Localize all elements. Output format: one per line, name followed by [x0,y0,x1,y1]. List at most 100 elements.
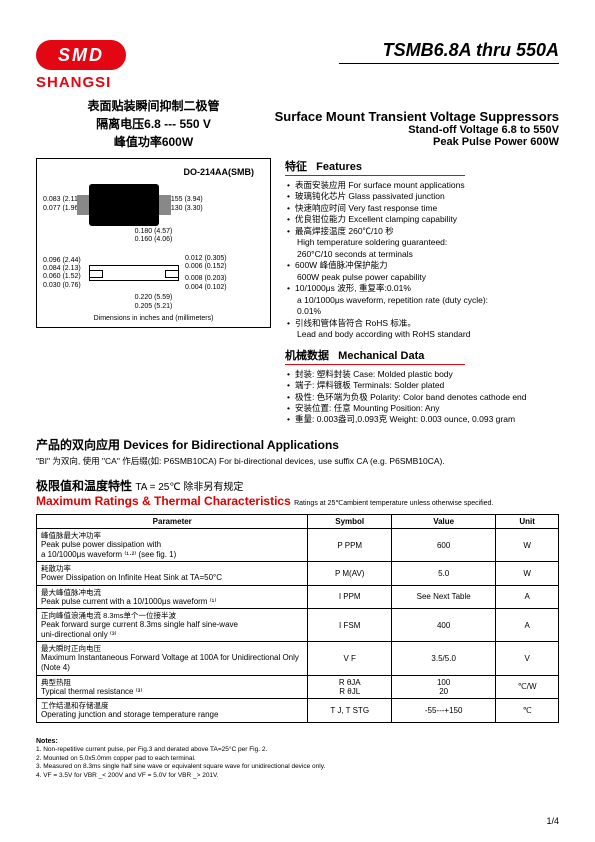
symbol-cell: T J, T STG [308,699,392,723]
param-cell: 典型热阻Typical thermal resistance ⁽³⁾ [37,675,308,699]
feature-item: 快速响应时间 Very fast response time [287,203,559,214]
dim-g1: 0.008 (0.203) [185,275,227,283]
feature-item: 玻璃钝化芯片 Glass passivated junction [287,191,559,202]
package-label: DO-214AA(SMB) [43,167,264,178]
table-row: 耗散功率Power Dissipation on Infinite Heat S… [37,562,559,586]
th-value: Value [391,514,495,528]
param-cell: 最大峰值脉冲电流Peak pulse current with a 10/100… [37,585,308,609]
th-parameter: Parameter [37,514,308,528]
feature-item: a 10/1000μs waveform, repetition rate (d… [287,295,559,306]
value-cell: 400 [391,609,495,642]
dim-c2: 0.160 (4.06) [135,236,173,243]
value-cell: 3.5/5.0 [391,642,495,675]
unit-cell: A [496,585,559,609]
symbol-cell: P PPM [308,528,392,561]
value-cell: 10020 [391,675,495,699]
dim-c1: 0.180 (4.57) [135,228,173,235]
symbol-cell: I PPM [308,585,392,609]
features-list: 表面安装应用 For surface mount applications玻璃钝… [285,180,559,341]
logo: SMD [36,40,126,70]
ratings-heading: 极限值和温度特性 TA = 25℃ 除非另有规定 Maximum Ratings… [36,477,559,508]
features-hd-cn: 特征 [285,161,307,173]
package-diagram: DO-214AA(SMB) 0.083 (2.11) 0.077 (1.96) … [36,158,271,328]
value-cell: -55---+150 [391,699,495,723]
dim-e1: 0.096 (2.44) [43,257,83,265]
note-item: 4. VF = 3.5V for VBR _< 200V and VF = 5.… [36,772,559,780]
feature-item: High temperature soldering guaranteed: [287,237,559,248]
unit-cell: V [496,642,559,675]
note-item: 3. Measured on 8.3ms single half sine wa… [36,763,559,771]
feature-item: 600W 峰值脉冲保护能力 [287,260,559,271]
table-row: 典型热阻Typical thermal resistance ⁽³⁾R θJAR… [37,675,559,699]
param-cell: 工作结温和存储温度Operating junction and storage … [37,699,308,723]
mechanical-item: 重量: 0.003盎司,0.093克 Weight: 0.003 ounce, … [287,414,559,425]
mechanical-item: 端子: 焊料镀板 Terminals: Solder plated [287,380,559,391]
table-row: 峰值脉最大冲功率Peak pulse power dissipation wit… [37,528,559,561]
mech-hd-en: Mechanical Data [338,350,424,362]
bidirectional-section: 产品的双向应用 Devices for Bidirectional Applic… [36,436,559,467]
mechanical-item: 安装位置: 任意 Mounting Position: Any [287,403,559,414]
dim-d1: 0.012 (0.305) [185,255,227,263]
value-cell: See Next Table [391,585,495,609]
table-row: 正向峰值浪涌电流 8.3ms单个一位接半波Peak forward surge … [37,609,559,642]
feature-item: Lead and body according with RoHS standa… [287,329,559,340]
mechanical-item: 极性: 色环端为负极 Polarity: Color band denotes … [287,392,559,403]
table-row: 工作结温和存储温度Operating junction and storage … [37,699,559,723]
unit-cell: ℃ [496,699,559,723]
notes-block: Notes: 1. Non-repetitive current pulse, … [36,737,559,780]
brand-name: SHANGSI [36,74,126,91]
part-number-title: TSMB6.8A thru 550A [339,40,559,64]
notes-label: Notes: [36,738,58,745]
bidir-heading: 产品的双向应用 Devices for Bidirectional Applic… [36,436,559,453]
symbol-cell: P M(AV) [308,562,392,586]
dim-h2: 0.205 (5.21) [135,303,173,310]
feature-item: 260°C/10 seconds at terminals [287,249,559,260]
feature-item: 优良钳位能力 Excellent clamping capability [287,214,559,225]
parameters-table: Parameter Symbol Value Unit 峰值脉最大冲功率Peak… [36,514,559,723]
table-row: 最大峰值脉冲电流Peak pulse current with a 10/100… [37,585,559,609]
bidir-text: "BI" 为双向, 使用 "CA" 作后缀(如: P6SMB10CA) For … [36,455,559,467]
ratings-cond: TA = 25℃ 除非另有规定 [135,482,243,493]
value-cell: 5.0 [391,562,495,586]
note-item: 1. Non-repetitive current pulse, per Fig… [36,746,559,754]
param-cell: 峰值脉最大冲功率Peak pulse power dissipation wit… [37,528,308,561]
features-heading: 特征 Features [285,158,465,176]
ratings-sub: Ratings at 25℃ambient temperature unless… [294,500,493,507]
mechanical-list: 封装: 塑料封装 Case: Molded plastic body端子: 焊料… [285,369,559,426]
mechanical-item: 封装: 塑料封装 Case: Molded plastic body [287,369,559,380]
dim-h1: 0.220 (5.59) [135,294,173,301]
param-cell: 正向峰值浪涌电流 8.3ms单个一位接半波Peak forward surge … [37,609,308,642]
logo-block: SMD SHANGSI [36,40,126,91]
footprint-icon [89,265,179,281]
note-item: 2. Mounted on 5.0x5.0mm copper pad to ea… [36,755,559,763]
dim-f2: 0.030 (0.76) [43,282,83,290]
symbol-cell: R θJAR θJL [308,675,392,699]
dim-e2: 0.084 (2.13) [43,265,83,273]
mechanical-heading: 机械数据 Mechanical Data [285,347,465,365]
param-cell: 最大瞬时正向电压Maximum Instantaneous Forward Vo… [37,642,308,675]
unit-cell: W [496,528,559,561]
dimension-caption: Dimensions in inches and (millimeters) [43,315,264,323]
th-unit: Unit [496,514,559,528]
unit-cell: A [496,609,559,642]
feature-item: 0.01% [287,306,559,317]
chip-body-icon [89,184,159,226]
symbol-cell: V F [308,642,392,675]
features-hd-en: Features [316,161,362,173]
feature-item: 表面安装应用 For surface mount applications [287,180,559,191]
dim-g2: 0.004 (0.102) [185,284,227,292]
ratings-hd-en: Maximum Ratings & Thermal Characteristic… [36,494,291,508]
unit-cell: ℃/W [496,675,559,699]
table-row: 最大瞬时正向电压Maximum Instantaneous Forward Vo… [37,642,559,675]
ratings-hd-cn: 极限值和温度特性 [36,479,132,493]
page-number: 1/4 [546,816,559,826]
unit-cell: W [496,562,559,586]
feature-item: 最高焊接温度 260℃/10 秒 [287,226,559,237]
param-cell: 耗散功率Power Dissipation on Infinite Heat S… [37,562,308,586]
feature-item: 600W peak pulse power capability [287,272,559,283]
dim-f1: 0.060 (1.52) [43,273,83,281]
th-symbol: Symbol [308,514,392,528]
mech-hd-cn: 机械数据 [285,350,329,362]
symbol-cell: I FSM [308,609,392,642]
feature-item: 10/1000μs 波形, 重复率:0.01% [287,283,559,294]
